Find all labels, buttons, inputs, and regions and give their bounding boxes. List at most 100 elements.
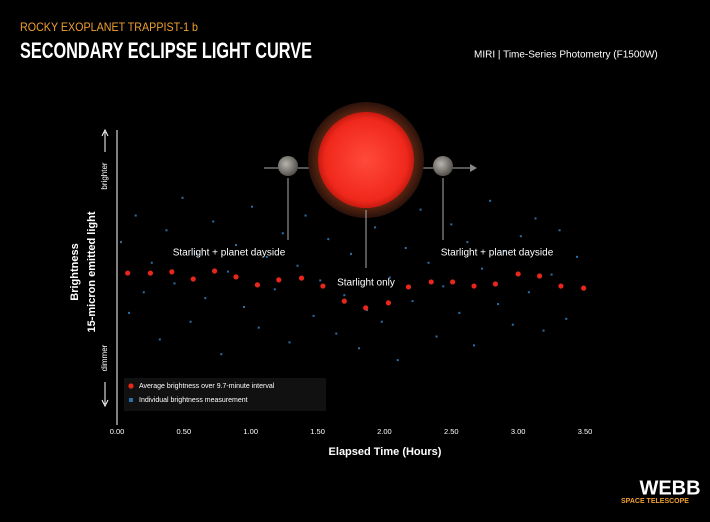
average-point (363, 305, 369, 311)
planet-before (278, 156, 298, 176)
x-tick-label: 0.50 (177, 427, 192, 436)
measurement-point (503, 249, 506, 252)
measurement-point (319, 279, 322, 282)
measurement-point (511, 323, 514, 326)
logo-sub: SPACE TELESCOPE (621, 498, 689, 505)
legend-box (124, 378, 326, 411)
measurement-point (489, 199, 492, 202)
measurement-point (150, 261, 153, 264)
measurement-point (120, 241, 123, 244)
x-axis-label: Elapsed Time (Hours) (329, 446, 442, 458)
x-tick-label: 2.50 (444, 427, 459, 436)
measurement-point (473, 344, 476, 347)
x-tick-label: 2.00 (377, 427, 392, 436)
measurement-point (435, 335, 438, 338)
average-point (581, 285, 587, 291)
y-axis-sublabel: 15-micron emitted light (86, 211, 98, 332)
logo: WEBB (639, 477, 700, 499)
measurement-point (550, 273, 553, 276)
measurement-point (565, 317, 568, 320)
measurement-point (442, 285, 445, 288)
average-point (190, 276, 196, 282)
planet-after (433, 156, 453, 176)
average-point (428, 279, 434, 285)
measurement-point (173, 282, 176, 285)
eclipse-diagram (264, 102, 477, 268)
chart-title: SECONDARY ECLIPSE LIGHT CURVE (20, 38, 312, 63)
measurement-point (128, 311, 131, 314)
measurement-point (404, 247, 407, 249)
measurement-point (542, 329, 545, 332)
average-point (298, 275, 305, 281)
annotation: Starlight only (337, 278, 395, 289)
average-point (385, 300, 392, 306)
measurement-point (251, 205, 254, 208)
x-tick-label: 3.00 (511, 427, 526, 436)
kicker: ROCKY EXOPLANET TRAPPIST-1 b (20, 20, 198, 34)
average-point (450, 279, 456, 285)
average-point (492, 281, 499, 287)
average-point (254, 282, 260, 288)
legend-label: Individual brightness measurement (139, 397, 248, 404)
measurement-point (220, 353, 223, 356)
measurement-point (411, 300, 414, 303)
measurement-point (134, 214, 137, 217)
average-point (536, 273, 543, 279)
measurement-point (481, 267, 484, 270)
average-point (558, 283, 564, 289)
measurement-point (181, 196, 184, 199)
star (318, 112, 414, 208)
average-point (405, 284, 412, 290)
measurement-point (281, 232, 284, 235)
measurement-point (350, 252, 352, 255)
legend-label: Average brightness over 9.7-minute inter… (139, 383, 275, 390)
x-tick-label: 1.50 (310, 427, 325, 436)
average-point (147, 270, 154, 276)
measurement-point (273, 288, 276, 291)
average-point (320, 283, 326, 289)
legend-swatch (129, 398, 133, 402)
measurement-point (288, 341, 291, 344)
y-top-label: brighter (100, 162, 109, 189)
average-point (341, 298, 347, 304)
measurement-point (358, 347, 361, 350)
measurement-point (419, 208, 422, 211)
x-tick-label: 0.00 (110, 427, 125, 436)
measurement-point (466, 241, 469, 244)
measurement-point (519, 235, 522, 238)
measurement-point (165, 229, 168, 232)
measurement-point (380, 320, 383, 323)
measurement-point (450, 223, 453, 226)
y-axis-label: Brightness (69, 243, 81, 300)
average-point (212, 268, 218, 274)
measurement-point (142, 291, 145, 294)
measurement-point (527, 291, 530, 294)
measurement-point (304, 214, 307, 217)
x-tick-label: 1.00 (243, 427, 258, 436)
average-point (471, 283, 477, 289)
measurement-point (558, 229, 561, 232)
measurement-point (204, 297, 207, 300)
x-tick-label: 3.50 (578, 427, 593, 436)
measurement-point (343, 294, 346, 297)
average-point (125, 270, 131, 276)
measurement-point (374, 226, 377, 229)
measurement-point (327, 238, 330, 241)
measurement-point (196, 252, 199, 255)
up-arrow-head (101, 128, 109, 137)
measurement-point (427, 261, 430, 264)
measurement-point (189, 320, 192, 323)
measurement-point (158, 338, 161, 341)
measurement-point (497, 303, 500, 306)
legend-swatch (128, 383, 134, 389)
subtitle: MIRI | Time-Series Photometry (F1500W) (474, 50, 658, 61)
measurement-point (265, 255, 268, 258)
measurement-point (388, 276, 391, 279)
measurement-point (312, 314, 315, 317)
average-point (169, 269, 175, 275)
measurement-point (575, 255, 578, 258)
average-point (515, 271, 521, 277)
orbit-arrow (470, 164, 477, 172)
measurement-point (235, 244, 238, 247)
